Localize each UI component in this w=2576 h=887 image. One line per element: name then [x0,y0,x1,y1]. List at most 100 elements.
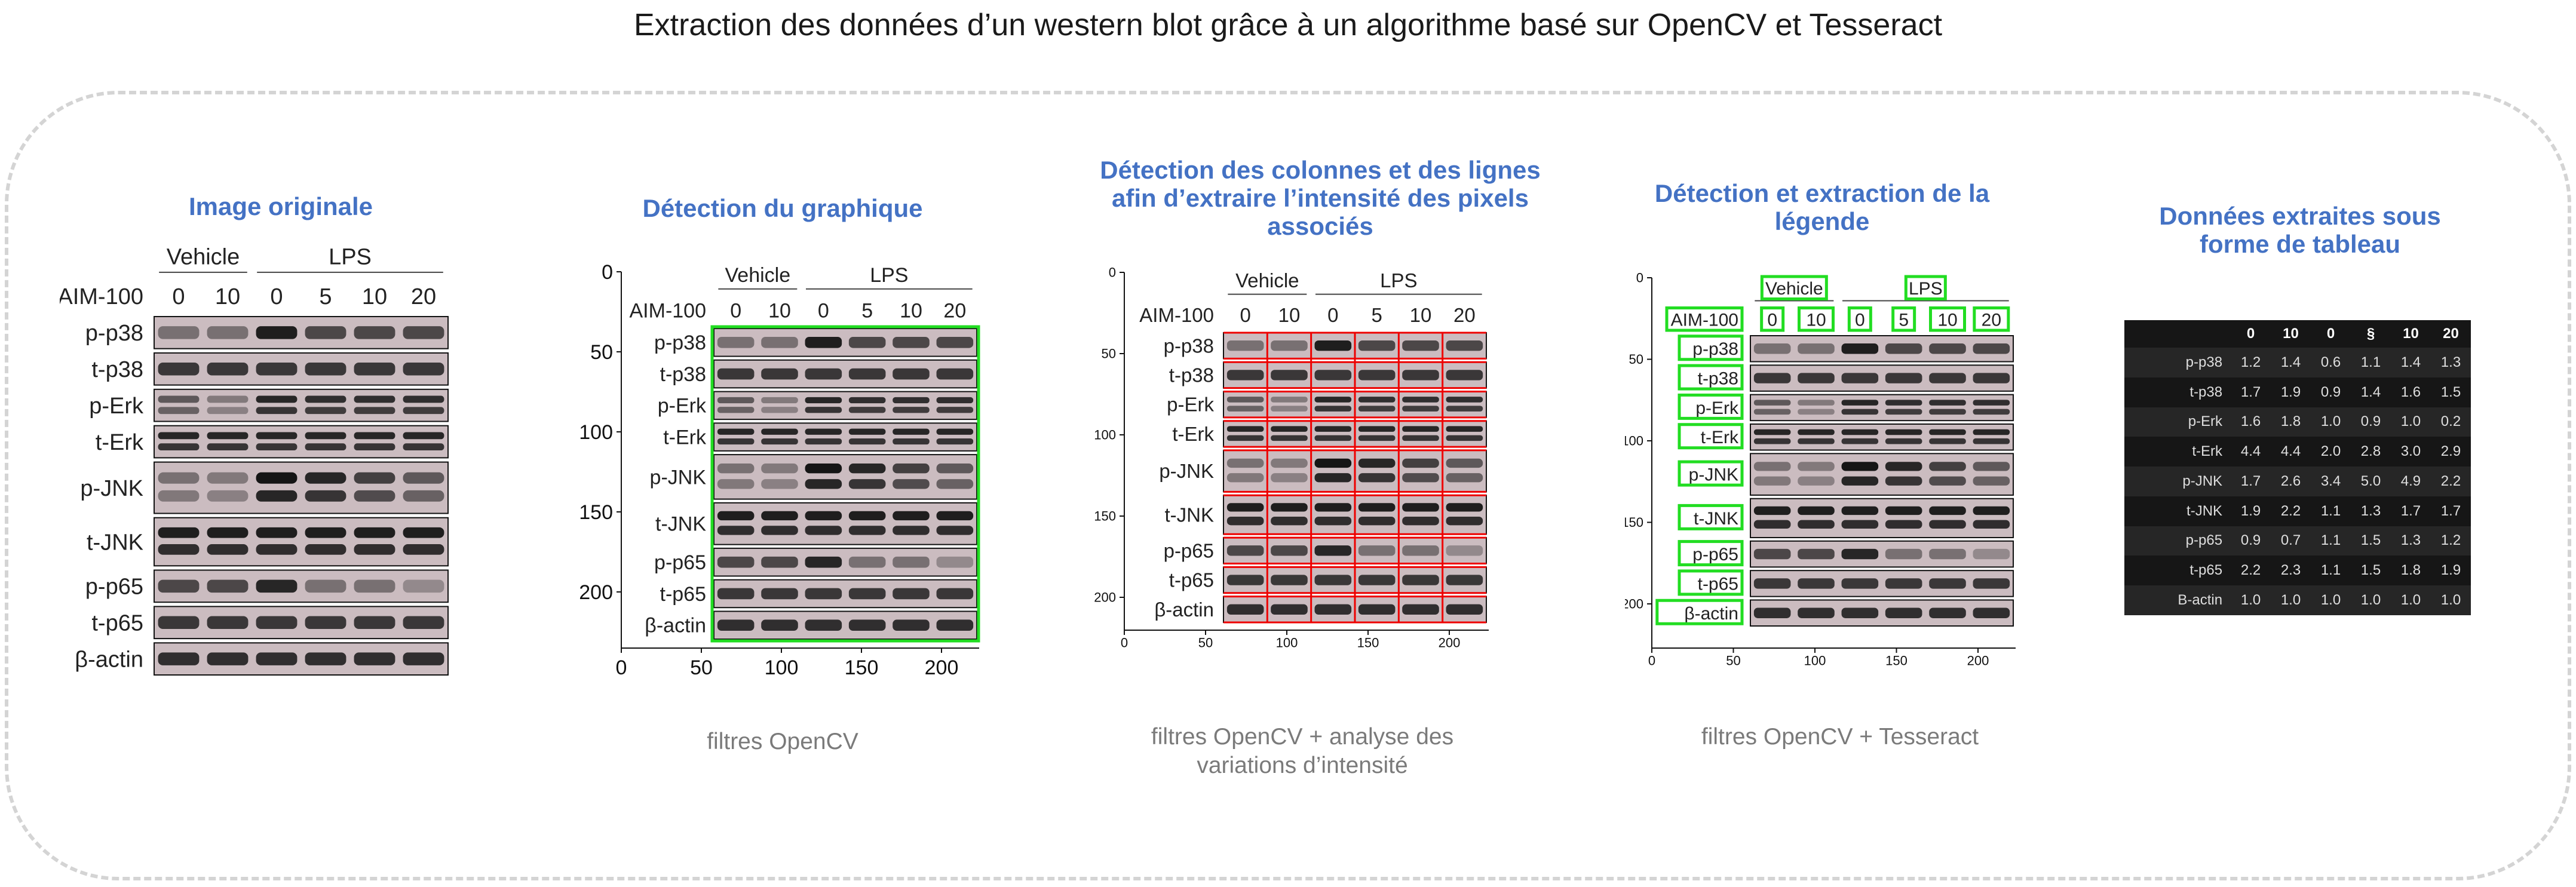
band-label: t-p38 [660,363,707,386]
blot-band [1929,506,1966,515]
blot-band [1358,370,1396,380]
blot-band [305,443,346,451]
table-cell: 0.2 [2440,413,2461,430]
blot-band [207,432,249,440]
blot-band [403,363,444,376]
green-legend-box [1678,364,1744,391]
green-legend-box [1678,460,1744,487]
blot-band [936,336,974,348]
blot-strip [154,316,449,349]
dose-label: 10 [1806,311,1826,330]
blot-band [1226,503,1264,512]
blot-band [805,511,842,521]
table-cell: 1.0 [2440,592,2461,609]
blot-band [1753,607,1791,618]
table-row: p-p65 0.9 0.7 1.1 1.5 1.3 1.2 [2124,526,2471,556]
blot-band [1929,429,1966,435]
table-row: t-Erk 4.4 4.4 2.0 2.8 3.0 2.9 [2124,437,2471,466]
blot-band [761,619,798,631]
blot-band [1798,506,1835,515]
band-label: t-p65 [1698,574,1738,594]
caption-detection: filtres OpenCV [707,729,858,754]
blot-band [1973,520,2010,529]
table-cell: 0.6 [2320,354,2341,370]
table-cell: 1.9 [2240,502,2261,519]
x-tick-label: 100 [765,656,799,679]
blot-band [805,397,842,404]
blot-strip [154,569,449,603]
blot-band [1841,343,1879,354]
band-label: β-actin [1684,604,1738,624]
dose-label: 20 [943,299,966,322]
blot-band [1358,545,1396,556]
table-cell: 4.9 [2400,472,2421,489]
table-cell: 3.0 [2400,443,2421,460]
blot-band [1402,340,1439,351]
group-label-lps: LPS [1380,269,1417,291]
blot-band [1314,406,1352,412]
blot-band [936,588,974,600]
blot-band [1841,462,1879,471]
dose-label: 20 [1453,304,1476,326]
blot-band [1226,397,1264,403]
blot-band [256,472,298,484]
blot-band [207,407,249,415]
blot-band [1446,545,1483,556]
blot-band [848,336,886,348]
table-cell: 1.0 [2360,592,2381,609]
blot-band [1885,607,1922,618]
caption-legend: filtres OpenCV + Tesseract [1701,724,1979,750]
blot-band [1226,435,1264,441]
blot-band [403,544,444,555]
blot-band [1753,462,1791,471]
blot-band [1929,343,1966,354]
band-label: p-JNK [1159,460,1214,482]
blot-band [717,511,755,521]
band-label: β-actin [75,647,143,672]
group-label-vehicle: Vehicle [725,264,791,287]
blot-band [893,588,930,600]
blot-band [305,407,346,415]
band-label: p-Erk [89,394,144,419]
dose-label: 10 [768,299,791,322]
x-tick-label: 100 [1276,636,1298,650]
blot-band [717,438,755,445]
table-header-cell: 0 [2246,326,2255,342]
blot-band [207,616,249,629]
blot-strip [1750,540,2014,568]
blot-band [1402,406,1439,412]
blot-band [1753,400,1791,406]
dose-label: 0 [270,284,283,309]
table-cell: 1.0 [2320,413,2341,430]
y-tick-label: 100 [1625,434,1643,449]
blot-band [354,616,395,629]
blot-band [1271,503,1308,512]
blot-band [1314,458,1352,468]
band-label: t-JNK [1165,504,1215,526]
blot-band [893,526,930,535]
blot-band [1973,343,2010,354]
blot-band [1841,438,1879,444]
blot-strip [1750,498,2014,539]
dose-label: 20 [411,284,436,309]
blot-band [1226,370,1264,380]
blot-band [848,619,886,631]
blot-band [1798,373,1835,383]
dose-label: 0 [818,299,829,322]
blot-strip [1750,599,2014,627]
blot-band [1798,462,1835,471]
blot-band [848,556,886,568]
blot-strip [1750,394,2014,422]
blot-band [717,526,755,535]
table-cell: 1.5 [2440,383,2461,400]
blot-band [256,527,298,538]
blot-band [805,438,842,445]
table-cell: 5.0 [2360,472,2381,489]
blot-band [1929,548,1966,560]
blot-band [1929,462,1966,471]
table-cell: 1.6 [2400,383,2421,400]
blot-strip [154,425,449,459]
blot-band [1885,548,1922,560]
